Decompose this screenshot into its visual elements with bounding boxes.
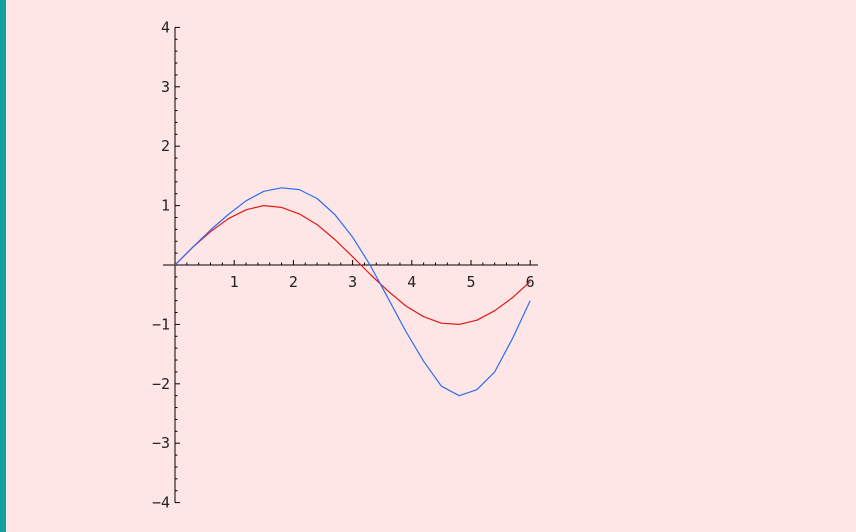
x-tick-label: 5 [466,273,475,291]
y-tick-label: −2 [152,375,170,393]
y-tick-label: 1 [161,197,170,215]
y-tick-label: 2 [161,137,170,155]
x-tick-label: 2 [289,273,298,291]
x-tick-label: 1 [230,273,239,291]
left-accent-bar [0,0,6,532]
x-tick-label: 3 [348,273,357,291]
ticks [175,26,531,504]
series-line-2 [174,187,531,397]
axes [163,27,538,503]
y-tick-label: −3 [152,434,170,452]
y-tick-label: 3 [161,78,170,96]
series-lines [174,187,531,397]
x-tick-label: 4 [407,273,416,291]
y-tick-label: −1 [152,315,170,333]
series-line-1 [174,205,531,325]
y-tick-label: −4 [152,494,170,512]
y-tick-label: 4 [161,18,170,36]
